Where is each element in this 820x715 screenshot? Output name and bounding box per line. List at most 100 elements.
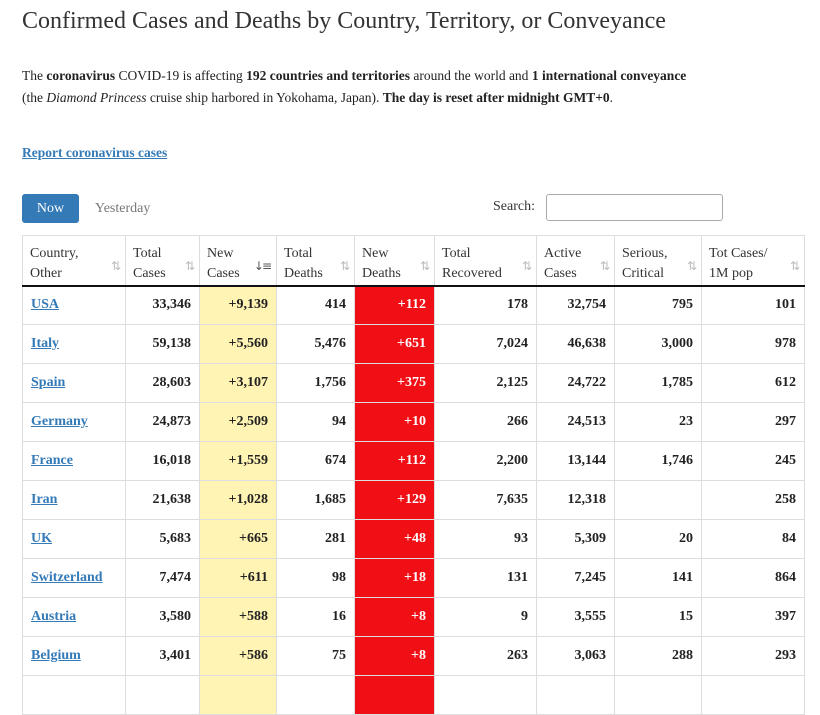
intro-bold-reset: The day is reset after midnight GMT+0 [382,90,610,105]
country-link[interactable]: Iran [31,492,58,507]
country-link[interactable]: Switzerland [31,570,103,585]
cell-total-cases: 28,603 [125,363,200,403]
column-header-label-line2: Cases [133,266,166,281]
column-header-active-cases[interactable]: Active Cases ⇅ [536,235,615,287]
cell-serious [614,675,702,715]
cell-new-cases: +9,139 [199,285,277,325]
cell-new-cases: +588 [199,597,277,637]
column-header-country[interactable]: Country, Other ⇅ [22,235,126,287]
column-header-label-line2: Cases [544,266,577,281]
sort-icon[interactable]: ⇅ [521,258,532,273]
cell-total-recovered: 266 [434,402,537,442]
column-header-label-line2: Other [30,266,62,281]
column-header-label-line1: Active [544,246,582,261]
cell-new-cases: +1,559 [199,441,277,481]
country-link[interactable]: UK [31,531,52,546]
column-header-label-line1: New [362,246,389,261]
cell-active-cases: 24,513 [536,402,615,442]
cell-total-cases: 5,683 [125,519,200,559]
country-link[interactable]: Germany [31,414,88,429]
column-header-label-line1: Total [284,246,313,261]
column-header-new-deaths[interactable]: New Deaths ⇅ [354,235,435,287]
cell-per-million: 397 [701,597,805,637]
intro-text-1: The [22,68,47,83]
yesterday-tab-button[interactable]: Yesterday [95,201,151,216]
country-link[interactable]: USA [31,297,60,313]
cell-total-deaths: 5,476 [276,324,355,364]
cell-total-recovered: 93 [434,519,537,559]
cell-serious: 1,785 [614,363,702,403]
cell-serious: 141 [614,558,702,598]
cell-country: Austria [22,597,126,637]
table-row [22,675,805,715]
sort-icon[interactable]: ⇅ [184,258,195,273]
cell-serious [614,480,702,520]
sort-icon[interactable]: ⇅ [599,258,610,273]
sort-icon[interactable]: ⇅ [110,258,121,273]
cell-active-cases [536,675,615,715]
country-link[interactable]: Italy [31,336,59,351]
cell-total-deaths: 94 [276,402,355,442]
sort-icon[interactable]: ⇅ [419,258,430,273]
intro-bold-coronavirus: coronavirus [46,68,116,83]
cell-new-deaths: +8 [354,636,435,676]
cell-new-cases: +3,107 [199,363,277,403]
cell-total-deaths: 16 [276,597,355,637]
column-header-label-line2: Deaths [284,266,323,281]
intro-text-4: (the [22,90,47,105]
intro-paragraph: The coronavirus COVID-19 is affecting 19… [22,65,802,109]
now-tab-button[interactable]: Now [22,194,79,223]
report-cases-link[interactable]: Report coronavirus cases [22,145,168,160]
cell-per-million: 297 [701,402,805,442]
cell-serious: 23 [614,402,702,442]
table-row: Germany 24,873 +2,509 94 +10 266 24,513 23 297 [22,402,805,442]
sort-icon[interactable]: ⇅ [686,258,697,273]
sort-descending-icon[interactable]: ↓≡ [253,258,272,273]
cell-total-deaths: 98 [276,558,355,598]
cell-new-deaths: +375 [354,363,435,403]
page-title: Confirmed Cases and Deaths by Country, T… [22,8,666,34]
search-label: Search: [493,199,535,214]
cell-country: Spain [22,363,126,403]
column-header-new-cases[interactable]: New Cases ↓≡ [199,235,277,287]
cell-total-recovered: 131 [434,558,537,598]
cell-per-million: 258 [701,480,805,520]
cell-new-deaths: +48 [354,519,435,559]
column-header-total-cases[interactable]: Total Cases ⇅ [125,235,200,287]
cell-total-cases: 16,018 [125,441,200,481]
search-input[interactable] [546,194,723,221]
sort-icon[interactable]: ⇅ [789,258,800,273]
cell-total-deaths: 674 [276,441,355,481]
cell-new-cases: +2,509 [199,402,277,442]
column-header-cases-per-million[interactable]: Tot Cases/1M pop ⇅ [701,235,805,287]
sort-icon[interactable]: ⇅ [339,258,350,273]
country-link[interactable]: Austria [31,609,77,624]
cell-new-deaths: +8 [354,597,435,637]
cell-total-cases: 3,580 [125,597,200,637]
country-link[interactable]: France [31,453,73,468]
cell-total-recovered: 263 [434,636,537,676]
cell-new-deaths: +129 [354,480,435,520]
cell-total-cases: 3,401 [125,636,200,676]
column-header-serious-critical[interactable]: Serious, Critical ⇅ [614,235,702,287]
table-row: Italy 59,138 +5,560 5,476 +651 7,024 46,638 3,0… [22,324,805,364]
cell-total-recovered: 2,125 [434,363,537,403]
country-link[interactable]: Spain [31,375,66,390]
table-row: Belgium 3,401 +586 75 +8 263 3,063 288 293 [22,636,805,676]
column-header-label-line2: 1M pop [709,266,753,281]
intro-italic-ship: Diamond Princess [46,90,147,105]
cell-new-deaths: +112 [354,441,435,481]
cell-total-recovered: 2,200 [434,441,537,481]
country-link[interactable]: Belgium [31,648,81,663]
cell-total-cases: 59,138 [125,324,200,364]
cell-new-deaths: +18 [354,558,435,598]
column-header-total-recovered[interactable]: Total Recovered ⇅ [434,235,537,287]
column-header-label-line1: Country, [30,246,79,261]
cell-per-million: 612 [701,363,805,403]
cell-total-deaths: 75 [276,636,355,676]
column-header-label-line2: Cases [207,266,240,281]
cell-new-deaths: +112 [354,285,435,325]
column-header-total-deaths[interactable]: Total Deaths ⇅ [276,235,355,287]
cell-total-cases [125,675,200,715]
cell-active-cases: 7,245 [536,558,615,598]
